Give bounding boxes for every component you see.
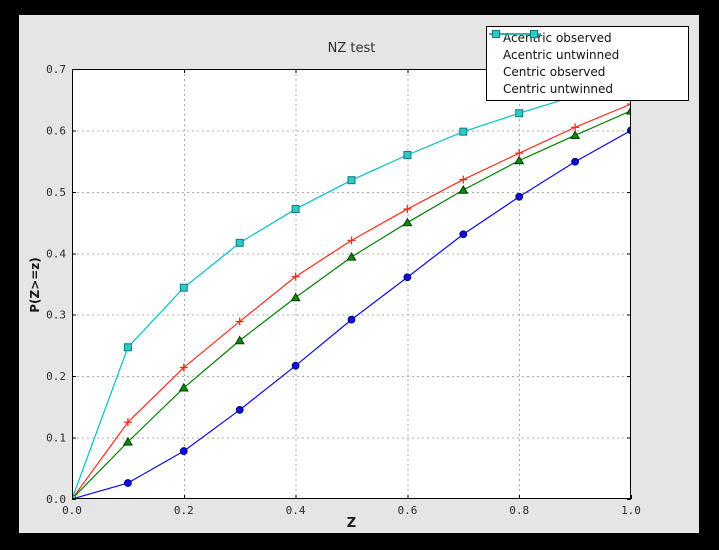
data-point-circle xyxy=(124,479,132,487)
legend-swatch xyxy=(489,30,541,38)
data-point-square xyxy=(235,238,244,247)
data-point-triangle xyxy=(346,251,357,261)
data-point-square xyxy=(403,151,412,159)
x-tick-label: 0.4 xyxy=(286,504,306,517)
data-point-triangle xyxy=(122,436,133,446)
data-point-triangle xyxy=(570,130,581,140)
data-point-plus xyxy=(515,149,524,158)
data-point-plus xyxy=(179,363,188,372)
data-point-triangle xyxy=(514,155,525,165)
legend-item: Centric untwinned xyxy=(487,30,688,97)
data-point-plus xyxy=(403,205,412,214)
data-point-circle xyxy=(459,230,468,239)
x-tick-label: 0.6 xyxy=(397,504,417,517)
axes-spines xyxy=(72,69,631,499)
data-point-triangle xyxy=(625,105,631,115)
data-point-square xyxy=(123,343,132,352)
plot-background xyxy=(72,69,631,499)
data-point-triangle xyxy=(458,185,469,194)
data-point-circle xyxy=(403,273,412,282)
data-point-plus xyxy=(235,317,244,326)
y-tick-label: 0.2 xyxy=(46,370,66,383)
data-point-circle xyxy=(347,315,356,324)
legend-item: Centric observed xyxy=(487,30,688,80)
y-tick-label: 0.0 xyxy=(46,493,66,506)
data-point-square xyxy=(492,30,500,38)
data-point-square xyxy=(72,495,76,499)
data-point-circle xyxy=(235,406,244,414)
x-tick-label: 1.0 xyxy=(621,504,641,517)
y-tick-label: 0.4 xyxy=(46,247,66,260)
data-point-square xyxy=(347,176,356,185)
y-tick-label: 0.1 xyxy=(46,432,66,445)
data-point-square xyxy=(459,127,468,136)
legend: Acentric observed Acentric untwinned Centr… xyxy=(486,26,689,101)
data-point-triangle xyxy=(290,292,301,302)
data-point-circle xyxy=(571,157,579,166)
y-tick-label: 0.3 xyxy=(46,309,66,322)
chart-figure: 0.0 0.2 0.4 0.6 0.8 1.0 0.0 0.1 0.2 0.3 0.4 0.5 0.6 0… xyxy=(19,15,699,533)
data-point-circle xyxy=(515,192,524,201)
data-point-plus xyxy=(571,123,580,132)
data-point-triangle xyxy=(402,217,413,227)
legend-item: Acentric untwinned xyxy=(487,33,688,63)
data-point-square xyxy=(515,109,524,118)
legend-label: Centric untwinned xyxy=(503,82,614,97)
y-tick-label: 0.6 xyxy=(46,124,66,137)
legend-label: Centric observed xyxy=(503,65,606,80)
data-point-plus xyxy=(627,100,631,109)
x-axis-label: Z xyxy=(346,516,357,531)
data-point-square xyxy=(291,205,300,214)
plot-area: 0.0 0.2 0.4 0.6 0.8 1.0 0.0 0.1 0.2 0.3 0.4 0.5 0.6 0… xyxy=(46,63,641,517)
data-point-plus xyxy=(459,175,468,184)
data-point-square xyxy=(530,30,538,38)
x-tick-label: 0.8 xyxy=(509,504,529,517)
y-axis-label: P(Z>=z) xyxy=(28,257,42,313)
chart-title: NZ test xyxy=(327,41,376,56)
data-point-circle xyxy=(291,361,300,370)
data-point-triangle xyxy=(234,335,245,345)
y-tick-label: 0.7 xyxy=(46,63,66,76)
data-point-square xyxy=(179,283,188,292)
data-point-plus xyxy=(123,418,132,427)
series-group xyxy=(72,76,631,499)
data-point-plus xyxy=(347,236,356,245)
x-tick-label: 0.0 xyxy=(62,504,82,517)
data-point-plus xyxy=(291,272,300,281)
x-tick-label: 0.2 xyxy=(174,504,194,517)
data-point-triangle xyxy=(178,382,189,392)
data-point-circle xyxy=(179,447,188,455)
legend-label: Acentric untwinned xyxy=(503,47,620,62)
y-tick-label: 0.5 xyxy=(46,186,66,199)
